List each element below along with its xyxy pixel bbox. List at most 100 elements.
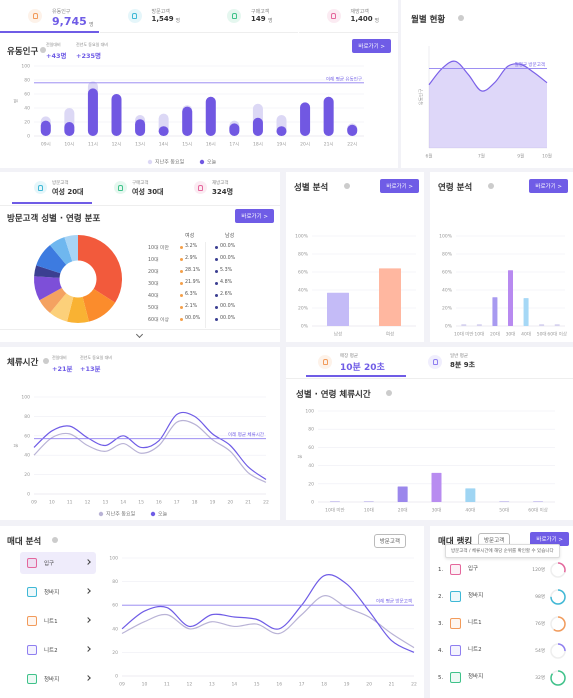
rank-number: 5. [438, 675, 444, 681]
x-tick-label: 9월 [517, 153, 524, 160]
button[interactable]: 바로가기 > [380, 179, 419, 193]
y-tick-label: 60 [24, 433, 30, 439]
icon [28, 9, 42, 23]
bar [379, 268, 401, 326]
summary-tab[interactable]: 재방고객 1,400 명 [298, 0, 398, 33]
summary-value: 9,745 [52, 15, 87, 28]
summary-tab[interactable]: 구매고객 149 명 [199, 0, 298, 33]
shelf-item[interactable]: 입구 [20, 552, 96, 574]
dot [215, 258, 218, 261]
tooltip: 방문고객 / 체류시간에 해당 순위를 확인할 수 있습니다 [445, 544, 560, 558]
x-tick-label: 14시 [159, 142, 169, 148]
select[interactable]: 방문고객 [373, 534, 406, 548]
table-cell: 30대 [148, 282, 159, 287]
x-tick-label: 7월 [478, 153, 485, 160]
tab-label: 구매고객 [132, 181, 149, 186]
dot [215, 294, 218, 297]
help-icon [488, 183, 494, 189]
item-name: 니트2 [468, 647, 482, 653]
bar [111, 94, 122, 136]
x-tick-label: 18시 [253, 142, 263, 148]
line [33, 419, 267, 483]
y-tick-label: 100% [295, 234, 309, 240]
tab[interactable]: 매장 평균 10분 20초 [306, 347, 406, 377]
dot [180, 246, 183, 249]
shelf-item[interactable]: 청바지 [20, 581, 96, 603]
button[interactable]: 바로가기 > [529, 179, 568, 193]
y-axis-label: 명 [13, 99, 20, 103]
panel-title: 성별 · 연령 체류시간 [296, 390, 371, 400]
tab[interactable]: 구매고객 여성 30대 [92, 172, 172, 204]
expand-chevron[interactable] [135, 330, 144, 339]
summary-unit: 명 [374, 18, 380, 24]
item-name: 입구 [44, 561, 55, 567]
y-tick-label: 80% [298, 252, 309, 258]
tab[interactable]: 일반 평균 8분 9초 [416, 347, 516, 377]
y-tick-label: 60 [112, 603, 118, 609]
tab-value: 10분 20초 [340, 363, 385, 373]
summary-tab[interactable]: 유동인구 9,745 명 [0, 0, 99, 33]
table-header: 남성 [225, 233, 235, 239]
rank-number: 2. [438, 594, 444, 600]
button[interactable]: 바로가기 > [530, 532, 569, 546]
x-tick-label: 11시 [88, 142, 98, 148]
tab[interactable]: 재방고객 324명 [172, 172, 252, 204]
icon-glyph [118, 184, 123, 191]
x-tick-label: 20대 [398, 507, 408, 514]
x-tick-label: 10대 미만 [454, 331, 474, 338]
tab-label: 일반 평균 [450, 354, 468, 359]
shelf-item[interactable]: 청바지 [20, 668, 96, 690]
gender-panel: 성별 분석 바로가기 > 0% 20% 40% 60% 80% 100% 남성 여성 [286, 172, 424, 342]
x-tick-label: 60대 이상 [547, 331, 567, 338]
item-name: 니트1 [468, 620, 482, 626]
item-count: 32명 [535, 676, 545, 681]
panel-title: 월별 현황 [411, 15, 446, 25]
y-tick-label: 80 [24, 78, 30, 84]
button[interactable]: 바로가기 > [235, 209, 274, 223]
tab[interactable]: 방문고객 여성 20대 [12, 172, 92, 204]
table-cell: 5.3% [220, 268, 233, 273]
table-cell: 60대 이상 [148, 318, 169, 323]
bar [347, 124, 358, 136]
x-tick-label: 30대 [432, 507, 442, 514]
item-name: 니트2 [44, 648, 58, 654]
legend-label: 지난주 동요일 [155, 159, 185, 166]
x-tick-label: 10 [49, 500, 55, 506]
dot [180, 294, 183, 297]
icon [127, 9, 142, 23]
shelf-item[interactable]: 니트2 [20, 639, 96, 661]
panel-title: 방문고객 성별 · 연령 분포 [7, 214, 101, 224]
icon [428, 355, 442, 369]
chevron [85, 559, 91, 565]
x-tick-label: 20시 [300, 142, 310, 148]
pie-slice [36, 245, 67, 274]
pie-slice [67, 296, 89, 323]
table-cell: 00.0% [220, 244, 236, 249]
chart [550, 670, 566, 686]
stay-panel: 체류시간 전일대비 +21분 전년도 동요일 대비 +13분 0 20 40 60 80 100 09… [0, 347, 280, 520]
help-icon [40, 47, 46, 53]
rank-number: 1. [438, 567, 444, 573]
bar [205, 96, 216, 136]
chart: 0% 20% 40% 60% 80% 100% 남성 여성 [295, 234, 416, 338]
reference-label: 이레 평균 방문고객 [376, 598, 412, 605]
line [33, 411, 267, 480]
bar [397, 486, 408, 502]
divider [0, 329, 280, 330]
stay-age-panel: 매장 평균 10분 20초 일반 평균 8분 9초 성별 · 연령 체류시간 0 20 40 6… [286, 347, 573, 520]
y-tick-label: 60 [24, 92, 30, 98]
button[interactable]: 바로가기 > [352, 39, 391, 53]
x-tick-label: 16 [276, 682, 282, 688]
y-axis-label: 분 [298, 454, 304, 458]
bar [87, 88, 98, 136]
bar [300, 102, 311, 136]
table-cell: 50대 [148, 306, 159, 311]
shelf-item[interactable]: 니트1 [20, 610, 96, 632]
icon-glyph [32, 13, 38, 19]
summary-tab[interactable]: 방문고객 1,549 명 [99, 0, 199, 33]
table-divider [205, 242, 206, 328]
y-tick-label: 100 [305, 409, 314, 415]
table-header: 여성 [185, 233, 195, 239]
summary-value: 149 [251, 15, 266, 23]
x-tick-label: 남성 [334, 331, 342, 338]
